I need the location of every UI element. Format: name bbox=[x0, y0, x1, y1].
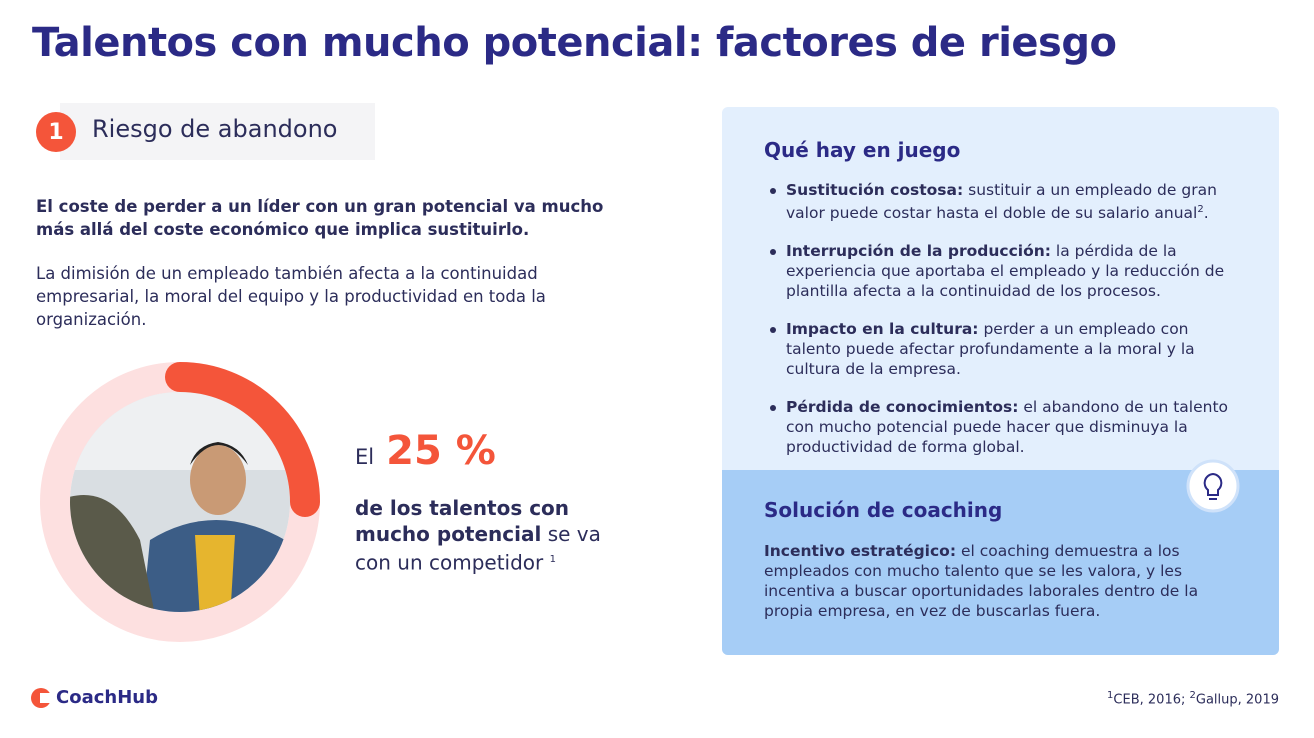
item-text: la pérdida de la experiencia que aportab… bbox=[786, 242, 1225, 301]
stat-line: El 25 % bbox=[355, 428, 496, 474]
solution-heading: Solución de coaching bbox=[764, 498, 1003, 522]
item-lead: Impacto en la cultura: bbox=[786, 320, 979, 339]
solution-body: el coaching demuestra a los empleados co… bbox=[764, 542, 1199, 620]
title: Talentos con mucho potencial: factores d… bbox=[32, 20, 1117, 66]
stat-rest: se va con un competidor bbox=[355, 522, 601, 575]
stat-prefix: El bbox=[355, 445, 375, 469]
logo: CoachHub bbox=[56, 687, 158, 708]
item-lead: Sustitución costosa: bbox=[786, 181, 964, 199]
solution-lead: Incentivo estratégico: bbox=[764, 542, 957, 560]
section-label: Riesgo de abandono bbox=[92, 115, 338, 143]
item-text: el abandono de un talento con mucho pote… bbox=[786, 398, 1229, 457]
risk-item: Impacto en la cultura: perder a un emple… bbox=[764, 319, 1234, 379]
stat-value: 25 % bbox=[386, 428, 496, 474]
intro: La dimisión de un empleado también afect… bbox=[36, 264, 546, 329]
stat-text: de los talentos con mucho potencial se v… bbox=[355, 495, 635, 576]
footnote: CEB, 2016; bbox=[1113, 692, 1186, 708]
stat-sup: 1 bbox=[549, 554, 556, 565]
item-end: . bbox=[1203, 204, 1209, 223]
solution-panel bbox=[722, 470, 1279, 655]
risk-item: Interrupción de la producción: la pérdid… bbox=[764, 241, 1234, 301]
section-box bbox=[60, 103, 375, 160]
risk-item: Pérdida de conocimientos: el abandono de… bbox=[764, 397, 1234, 457]
bulb-icon bbox=[1186, 459, 1240, 513]
footnote: Gallup, 2019 bbox=[1195, 692, 1279, 708]
panel-heading: Qué hay en juego bbox=[764, 138, 961, 162]
item-text: perder a un empleado con talento puede a… bbox=[786, 320, 1195, 379]
footnote-sup: 1 bbox=[1107, 690, 1114, 701]
item-text: sustituir a un empleado de gran valor pu… bbox=[786, 181, 1217, 223]
risk-item: Sustitución costosa: sustituir a un empl… bbox=[764, 180, 1234, 223]
item-lead: Interrupción de la producción: bbox=[786, 242, 1051, 261]
ring-arc bbox=[165, 362, 320, 517]
intro-bold: El coste de perder a un líder con un gra… bbox=[36, 197, 604, 239]
logo-icon bbox=[31, 688, 52, 708]
ring-graphic bbox=[40, 362, 320, 642]
risk-list: Sustitución costosa: sustituir a un empl… bbox=[764, 180, 1234, 475]
footnotes: 1CEB, 2016; 2Gallup, 2019 bbox=[1107, 690, 1279, 707]
solution-text: Incentivo estratégico: el coaching demue… bbox=[764, 541, 1239, 621]
stat-bold: de los talentos con mucho potencial bbox=[355, 496, 570, 546]
item-lead: Pérdida de conocimientos: bbox=[786, 398, 1019, 417]
footnote-sup: 2 bbox=[1189, 690, 1196, 701]
section-number: 1 bbox=[36, 112, 76, 152]
item-sup: 2 bbox=[1197, 204, 1204, 215]
